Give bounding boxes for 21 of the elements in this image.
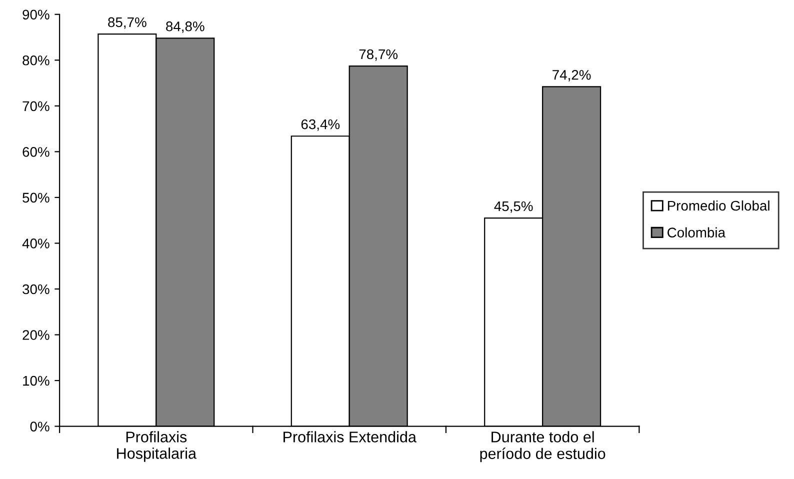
x-tick-label: Profilaxis Extendida: [284, 431, 416, 442]
y-tick-label: 20%: [22, 330, 50, 340]
data-label: 78,7%: [359, 49, 398, 61]
y-tick-label: 10%: [23, 376, 50, 386]
y-tick-label: 90%: [22, 10, 50, 20]
x-tick-label: Durante todo el período de estudio: [480, 431, 606, 462]
y-tick-label: 30%: [22, 284, 50, 294]
data-label: 85,7%: [108, 17, 146, 29]
data-label: 84,8%: [166, 21, 204, 33]
y-tick-label: 60%: [22, 147, 50, 157]
data-label: 74,2%: [552, 70, 591, 82]
data-label: 63,4%: [301, 119, 340, 131]
y-tick-label: 40%: [22, 238, 50, 248]
legend-label: Promedio Global: [668, 200, 770, 211]
x-tick-label: Profilaxis Hospitalaria: [117, 431, 196, 462]
y-tick-label: 50%: [22, 192, 50, 203]
data-label: 45,5%: [494, 201, 533, 213]
y-tick-label: 70%: [22, 101, 50, 112]
y-tick-label: 80%: [22, 55, 50, 66]
legend-label: Colombia: [668, 227, 726, 238]
y-tick-label: 0%: [30, 422, 50, 432]
